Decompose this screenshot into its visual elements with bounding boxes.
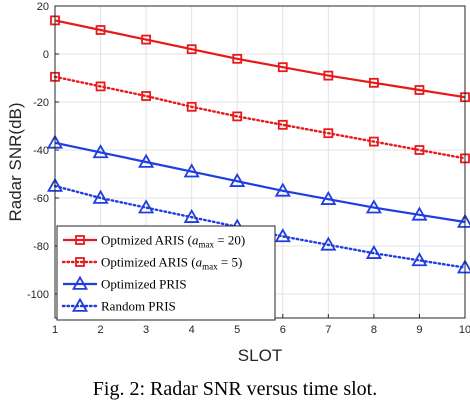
y-axis-label: Radar SNR(dB) <box>6 102 25 221</box>
x-axis-label: SLOT <box>238 346 282 365</box>
legend-label: Optimized PRIS <box>101 277 187 292</box>
y-tick-label: 20 <box>37 1 49 13</box>
x-tick-label: 3 <box>143 324 149 336</box>
x-tick-label: 1 <box>52 324 58 336</box>
x-tick-label: 2 <box>97 324 103 336</box>
x-tick-label: 4 <box>189 324 195 336</box>
y-tick-label: -20 <box>33 97 49 109</box>
x-tick-label: 8 <box>371 324 377 336</box>
legend: Optmized ARIS (amax = 20) Optimized ARIS … <box>57 226 275 320</box>
legend-label: Optmized ARIS (amax = 20) <box>101 233 245 250</box>
x-tick-label: 5 <box>234 324 240 336</box>
x-tick-label: 9 <box>416 324 422 336</box>
y-tick-label: 0 <box>43 49 49 61</box>
x-tick-label: 7 <box>325 324 331 336</box>
legend-label: Optimized ARIS (amax = 5) <box>101 255 242 272</box>
y-tick-label: -40 <box>33 145 49 157</box>
x-tick-label: 6 <box>280 324 286 336</box>
legend-label: Random PRIS <box>101 299 176 314</box>
y-tick-label: -100 <box>27 289 49 301</box>
legend-entry: Random PRIS <box>63 299 176 314</box>
legend-entry: Optimized PRIS <box>63 277 187 292</box>
figure-caption: Fig. 2: Radar SNR versus time slot. <box>0 378 470 401</box>
y-tick-label: -60 <box>33 193 49 205</box>
y-tick-label: -80 <box>33 241 49 253</box>
x-tick-label: 10 <box>459 324 470 336</box>
